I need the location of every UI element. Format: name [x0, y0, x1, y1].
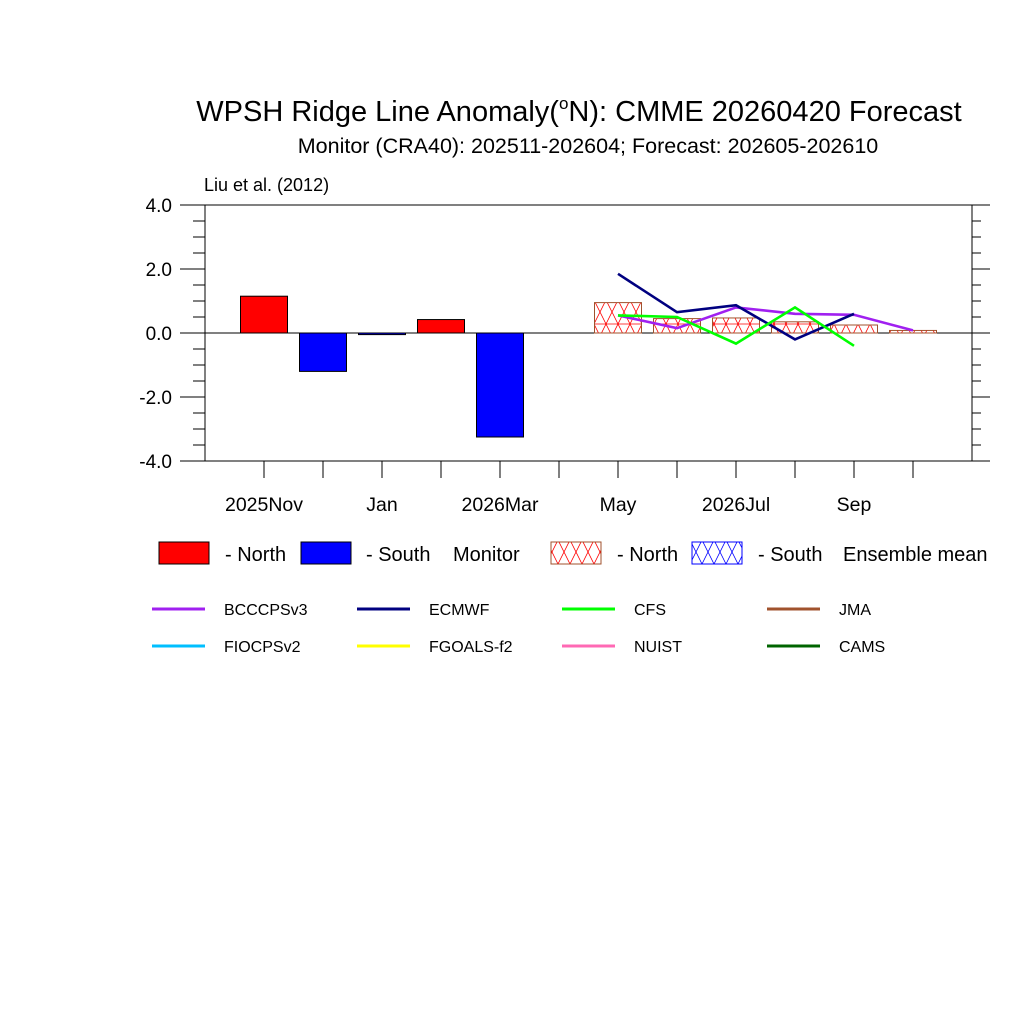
legend-label-monitor: Monitor: [453, 544, 520, 566]
monitor-bar-2026-02: [417, 319, 465, 334]
legend-label-nuist: NUIST: [634, 639, 682, 656]
legend-label-fgoals-f2: FGOALS-f2: [429, 639, 513, 656]
monitor-bar-2026-01: [358, 332, 406, 336]
legend-label-monitor-north: - North: [225, 544, 286, 566]
legend-swatch-ensemble-south: [691, 541, 743, 565]
x-tick-label: 2026Mar: [462, 494, 539, 516]
legend-label-ensemble-north: - North: [617, 544, 678, 566]
series-line-cfs: [617, 305, 855, 347]
y-tick-label: 4.0: [146, 196, 172, 217]
chart-reference: Liu et al. (2012): [204, 175, 329, 195]
legend-swatch-ensemble-north: [550, 541, 602, 565]
monitor-bar-2025-12: [299, 332, 347, 372]
ensemble-bar-2026-07: [712, 317, 760, 334]
legend-label-fiocpsv2: FIOCPSv2: [224, 639, 301, 656]
x-tick-label: May: [600, 494, 637, 516]
y-tick-label: -2.0: [139, 388, 172, 409]
legend-label-cams: CAMS: [839, 639, 885, 656]
x-tick-label: 2025Nov: [225, 494, 303, 516]
legend-swatch-monitor-north: [158, 541, 210, 565]
legend: - North - South Monitor - North - South Ensem…: [152, 541, 988, 656]
x-tick-label: Jan: [366, 494, 397, 516]
legend-swatch-monitor-south: [300, 541, 352, 565]
x-tick-label: 2026Jul: [702, 494, 770, 516]
x-tick-label: Sep: [837, 494, 872, 516]
ensemble-bar-2026-09: [830, 324, 878, 334]
ensemble-bar-2026-10: [889, 329, 937, 334]
y-tick-label: -4.0: [139, 452, 172, 473]
y-tick-label: 0.0: [146, 324, 172, 345]
plot-area: 4.0 2.0 0.0 -2.0 -4.0 2025Nov Jan 2026Mar May 202…: [139, 196, 990, 516]
series-line-ecmwf: [617, 272, 855, 341]
y-tick-label: 2.0: [146, 260, 172, 281]
legend-label-ensemble-south: - South: [758, 544, 822, 566]
legend-label-bcccpsv3: BCCCPSv3: [224, 602, 308, 619]
ensemble-bar-2026-08: [771, 321, 819, 334]
series-line-bcccpsv3: [617, 306, 914, 332]
legend-label-monitor-south: - South: [366, 544, 430, 566]
legend-label-ensemble-mean: Ensemble mean: [843, 544, 988, 566]
monitor-bar-2026-03: [476, 332, 524, 438]
chart-title-main: WPSH Ridge Line Anomaly(: [196, 96, 559, 128]
legend-label-jma: JMA: [839, 602, 871, 619]
chart-title-rest: N): CMME 20260420 Forecast: [568, 96, 961, 128]
legend-label-cfs: CFS: [634, 602, 666, 619]
chart-title: WPSH Ridge Line Anomaly(oN): CMME 202604…: [196, 94, 961, 128]
monitor-bar-2025-11: [240, 295, 288, 334]
legend-label-ecmwf: ECMWF: [429, 602, 490, 619]
chart-subtitle: Monitor (CRA40): 202511-202604; Forecast…: [298, 134, 879, 158]
chart-title-superscript: o: [559, 94, 568, 113]
